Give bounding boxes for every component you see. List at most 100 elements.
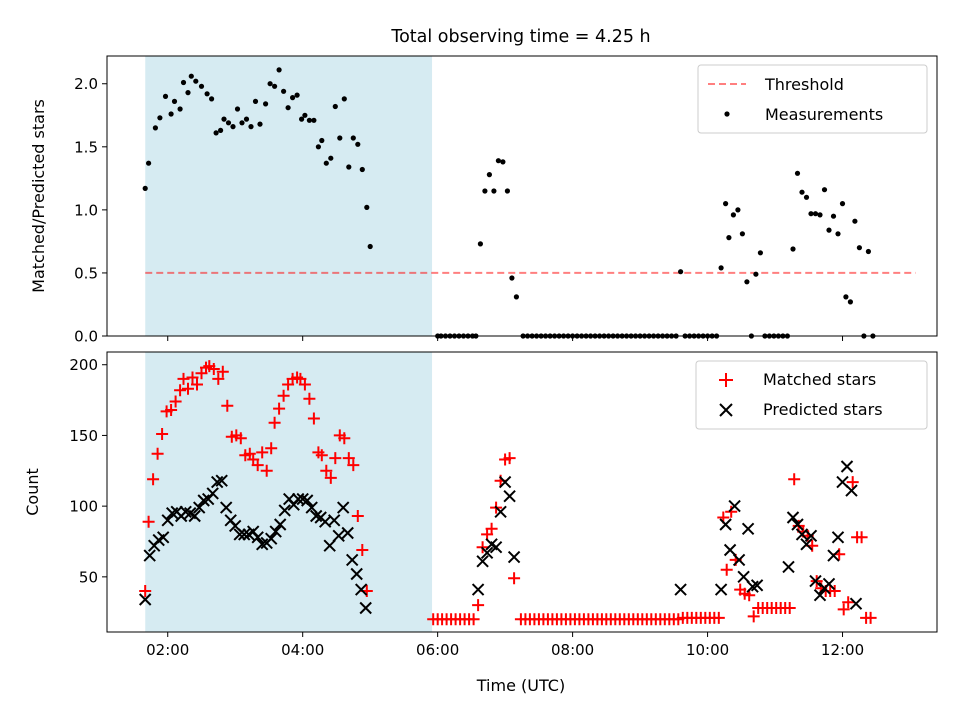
predicted-star-point [359, 601, 372, 615]
predicted-star-point [728, 499, 741, 513]
measurement-point [171, 98, 178, 104]
predicted-star-point [804, 529, 818, 543]
matched-star-point [828, 585, 841, 597]
predicted-star-point [719, 518, 732, 531]
measurement-point [739, 231, 746, 237]
matched-star-point [342, 452, 355, 465]
count-y-tick-label: 100 [69, 498, 98, 516]
measurement-point [323, 160, 329, 166]
matched-star-point [139, 585, 152, 597]
measurement-point [198, 83, 205, 89]
measurement-point [341, 96, 347, 102]
matched-star-point [747, 610, 760, 623]
predicted-star-point [674, 583, 687, 596]
predicted-star-point [215, 474, 228, 487]
matched-star-point [142, 515, 155, 528]
matched-star-point [320, 464, 333, 477]
predicted-star-point [278, 504, 291, 517]
predicted-star-point [197, 494, 210, 507]
measurement-point [718, 265, 724, 271]
measurement-point [744, 279, 750, 285]
predicted-star-point [336, 501, 350, 514]
matched-star-point [864, 611, 877, 624]
count-y-tick-label: 50 [79, 568, 98, 586]
predicted-star-point [714, 583, 728, 596]
predicted-star-point [503, 489, 516, 503]
predicted-star-point [341, 526, 354, 540]
ratio-y-tick-label: 0.0 [74, 328, 98, 346]
measurement-point [790, 246, 796, 252]
matched-star-point [177, 372, 190, 385]
matched-star-point [846, 476, 859, 489]
matched-star-point [351, 510, 364, 522]
measurement-point [678, 269, 684, 275]
measurement-point [355, 141, 361, 147]
matched-stars-layer [139, 360, 877, 626]
predicted-star-point [269, 525, 282, 538]
matched-star-point [303, 392, 316, 405]
matched-star-point [165, 404, 178, 416]
legend-measurements-swatch [724, 111, 730, 117]
legend-matched-swatch [719, 373, 733, 387]
predicted-star-point [345, 553, 359, 567]
measurement-point [299, 116, 305, 122]
predicted-star-point [782, 560, 795, 574]
predicted-star-point [809, 574, 822, 588]
matched-star-point [256, 446, 269, 459]
measurement-point [204, 91, 210, 97]
measurement-point [177, 106, 183, 112]
predicted-star-point [327, 514, 341, 527]
matched-star-point [207, 363, 220, 375]
measurement-point [209, 96, 215, 102]
count-x-axis-label: Time (UTC) [476, 676, 565, 695]
predicted-star-point [305, 501, 318, 514]
measurement-point [477, 241, 483, 247]
measurement-point [285, 105, 291, 111]
measurement-point [799, 189, 805, 195]
predicted-star-point [827, 549, 840, 562]
matched-star-point [720, 563, 733, 576]
predicted-star-point [507, 550, 521, 564]
count-legend-box [695, 360, 928, 430]
measurement-point [290, 95, 296, 101]
measurement-point [808, 211, 814, 217]
matched-star-point [182, 382, 194, 395]
measurement-point [735, 207, 741, 213]
predicted-star-point [849, 597, 863, 610]
measurement-point [359, 166, 365, 173]
measurement-point [193, 78, 199, 84]
legend-threshold-label: Threshold [764, 75, 844, 94]
matched-star-point [356, 544, 369, 556]
count-x-tick-label: 04:00 [281, 641, 324, 659]
measurement-point [794, 170, 801, 176]
predicted-star-point [813, 588, 827, 602]
measurement-point [509, 275, 515, 281]
predicted-star-point [786, 511, 800, 524]
measurement-point [830, 213, 837, 219]
measurement-point [315, 144, 321, 150]
count-panel: 50 100 150 200 02:00 04:00 06:00 08:00 10:00 12:… [23, 351, 938, 695]
measurement-point [856, 245, 863, 251]
matched-star-point [234, 432, 247, 445]
matched-star-point [837, 603, 850, 616]
predicted-star-point [273, 518, 287, 531]
predicted-star-point [845, 484, 858, 497]
matched-star-point [712, 611, 725, 624]
matched-star-point [273, 402, 286, 415]
predicted-star-point [471, 583, 485, 596]
measurement-point [723, 201, 729, 207]
measurement-point [367, 243, 373, 250]
predicted-star-point [165, 506, 179, 520]
predicted-star-point [138, 593, 152, 606]
measurement-point [302, 112, 308, 118]
predicted-star-point [156, 531, 170, 544]
predicted-star-point [323, 539, 336, 552]
count-y-tick-label: 200 [69, 356, 98, 374]
ratio-plot-frame [106, 55, 938, 337]
measurement-point [852, 218, 858, 224]
predicted-star-point [480, 546, 494, 560]
predicted-star-point [489, 540, 503, 554]
matched-star-point [212, 372, 225, 385]
matched-star-point [329, 452, 342, 465]
predicted-star-point [143, 549, 156, 562]
